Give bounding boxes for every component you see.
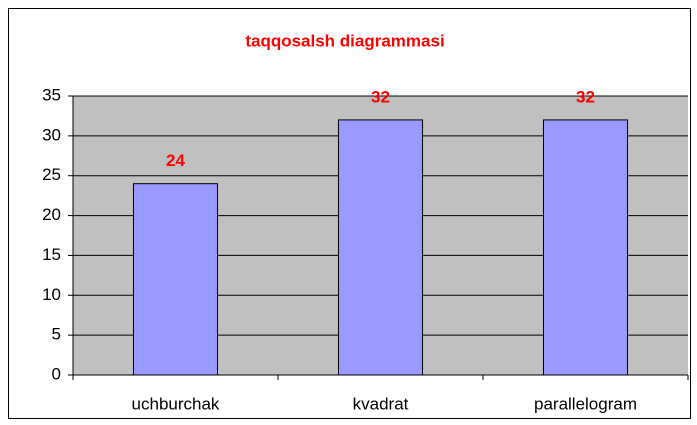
y-tick-label: 30 — [42, 125, 61, 144]
data-label: 32 — [371, 87, 390, 106]
y-tick-label: 20 — [42, 205, 61, 224]
y-tick-label: 5 — [52, 325, 61, 344]
x-tick-label: parallelogram — [534, 394, 637, 413]
y-tick-label: 25 — [42, 165, 61, 184]
y-tick-label: 35 — [42, 85, 61, 104]
bar — [337, 119, 424, 376]
chart-title: taqqosalsh diagrammasi — [245, 31, 444, 50]
data-label: 32 — [576, 87, 595, 106]
data-label: 24 — [166, 151, 185, 170]
bar — [132, 183, 219, 376]
bar — [542, 119, 629, 376]
x-tick-label: kvadrat — [353, 394, 409, 413]
y-tick-label: 10 — [42, 285, 61, 304]
x-tick-label: uchburchak — [132, 394, 220, 413]
y-tick-label: 15 — [42, 245, 61, 264]
y-tick-label: 0 — [52, 364, 61, 383]
